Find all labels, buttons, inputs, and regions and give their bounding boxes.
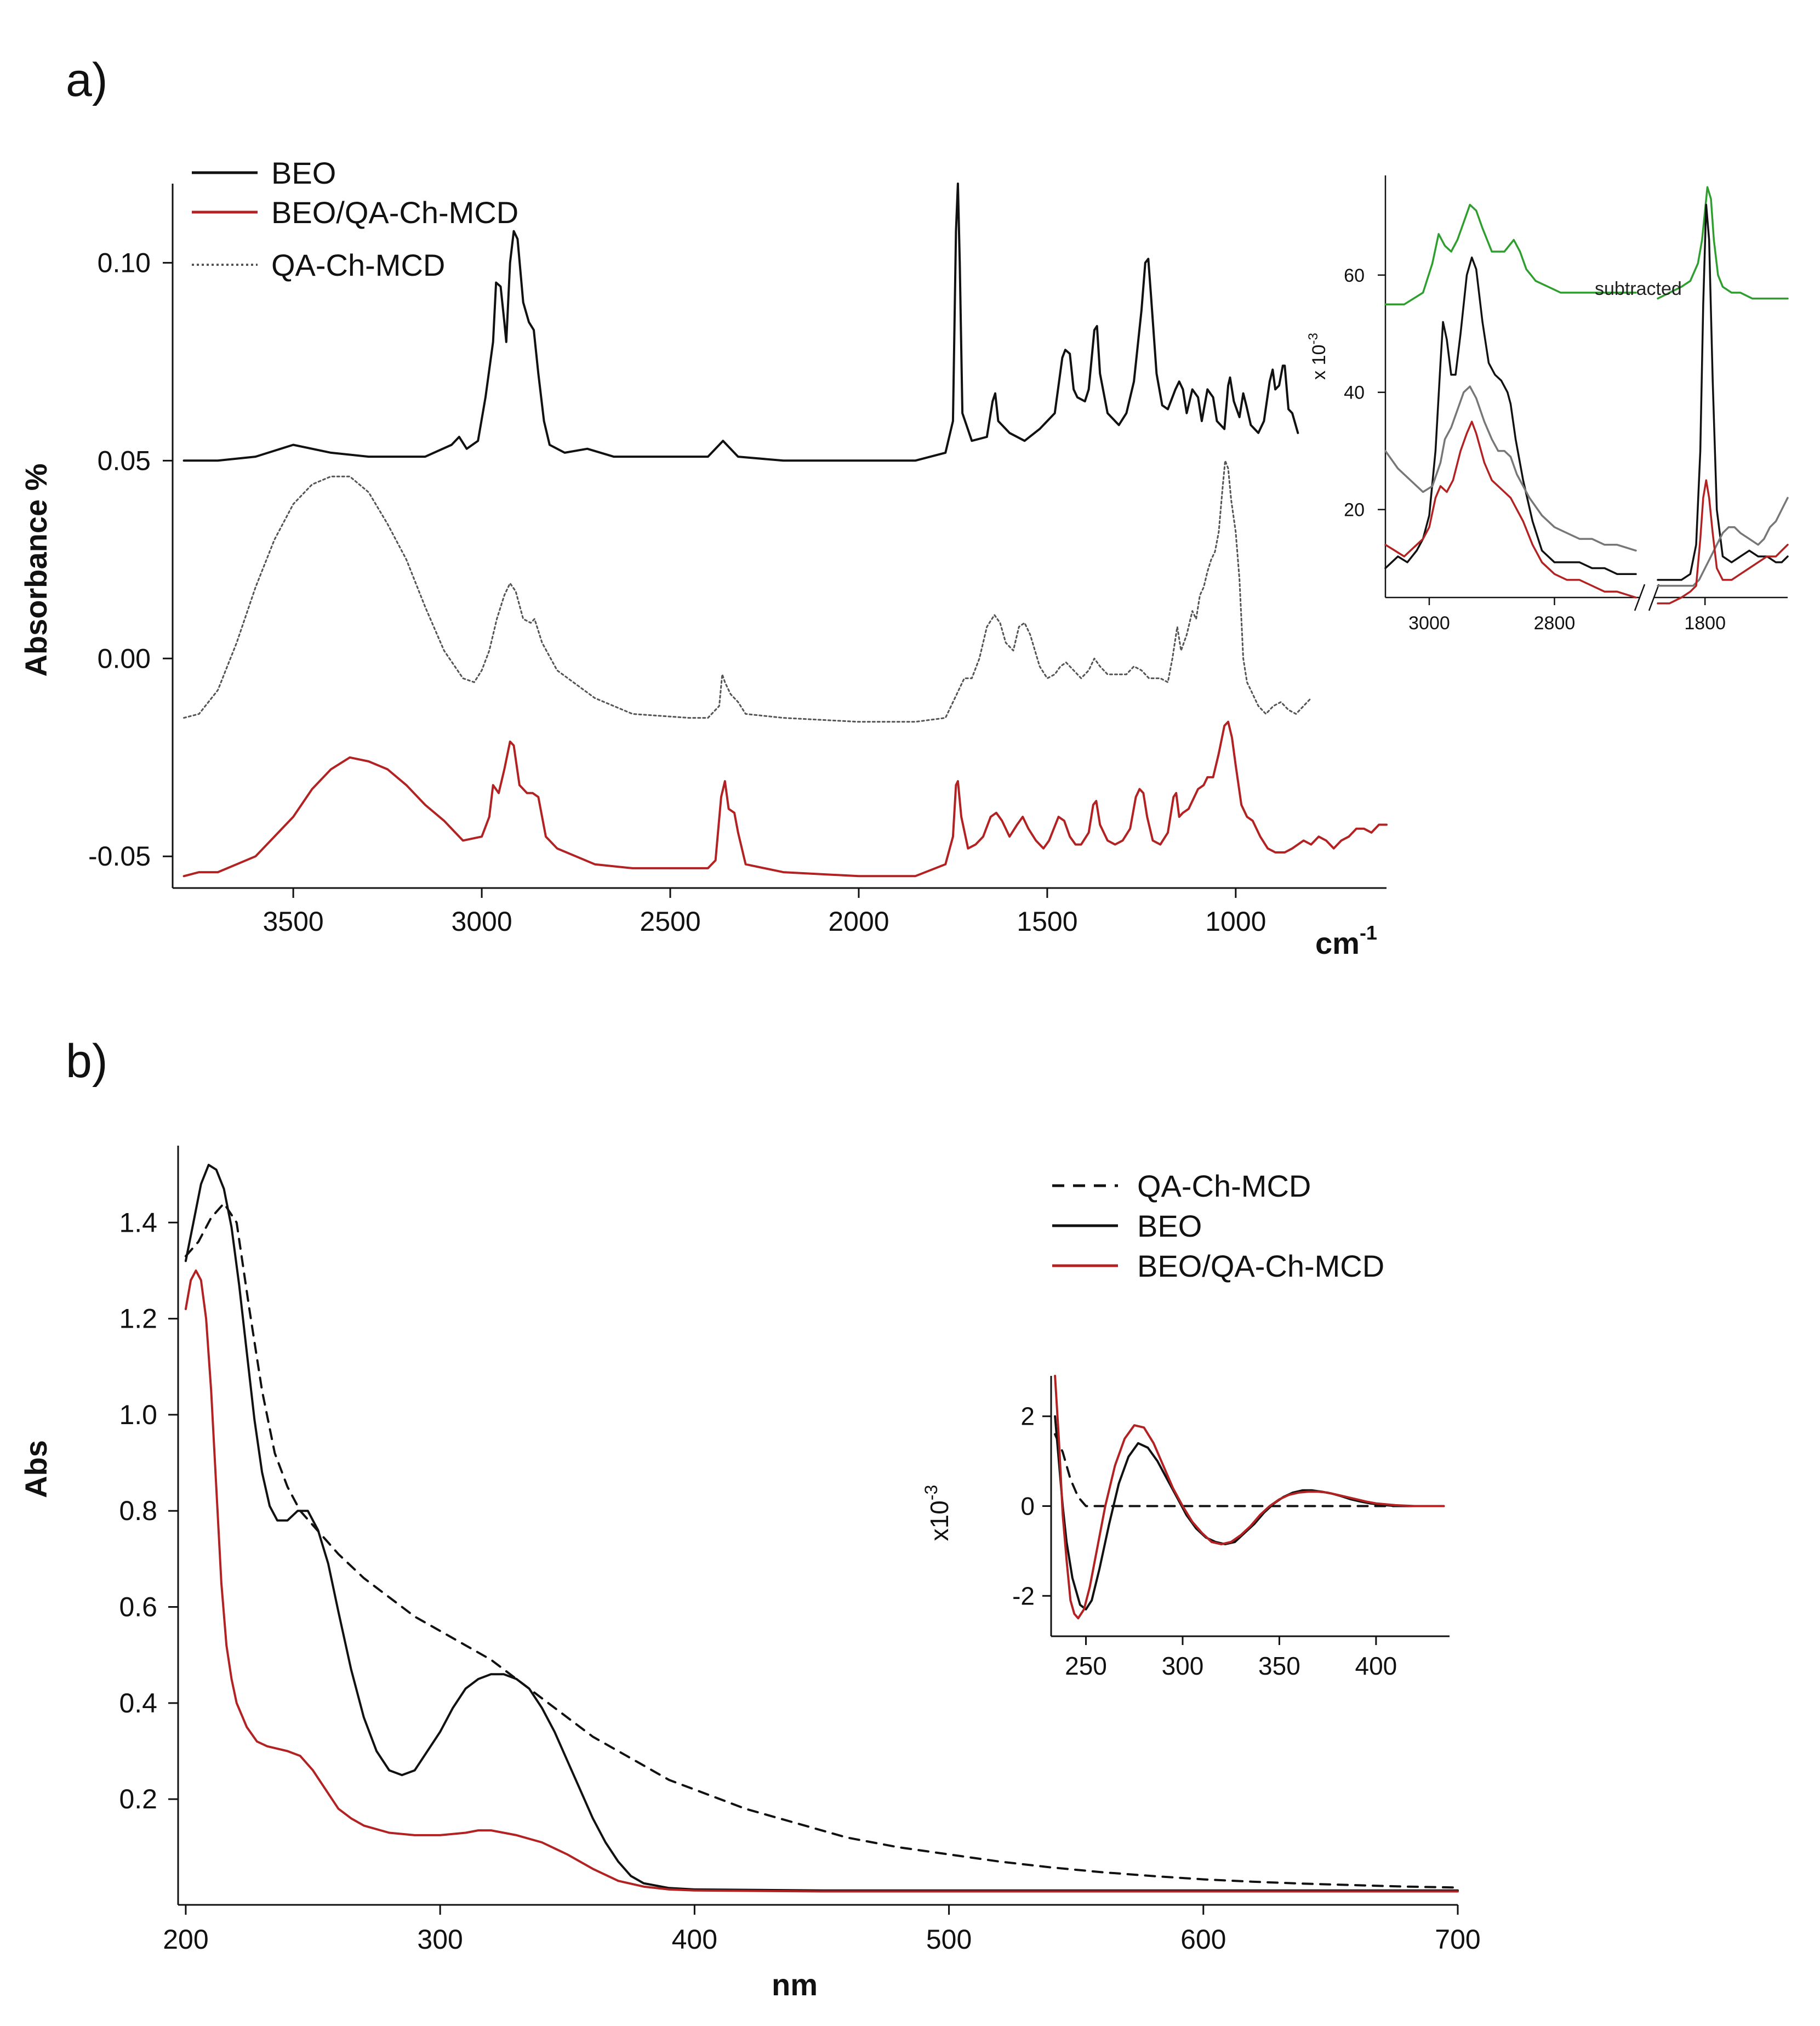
uv-main-y-tick-label: 1.4 — [119, 1207, 157, 1238]
uv-main-y-tick-label: 1.0 — [119, 1399, 157, 1430]
uv-main-chart: 200 300 400 500 600 7000.20.40.60.81.01.21.4 … — [19, 1146, 1481, 2002]
series-beo — [184, 1164, 1459, 1892]
uv-main-y-axis-title: Abs — [19, 1440, 53, 1498]
ftir-main-series — [182, 183, 1388, 878]
uv-inset-ticks: 250 300 350 400 -2 0 2 — [1012, 1402, 1397, 1680]
inset-trace-1 — [1054, 1433, 1445, 1507]
inset-trace-2 — [1384, 256, 1637, 575]
ftir-inset-y-tick-label: 60 — [1344, 265, 1365, 286]
ftir-main-ticks: 3500 3000 2500 2000 1500 1000 0.10 0.05 0.00 -0.0… — [88, 247, 1266, 937]
series-beo — [182, 183, 1299, 462]
ftir-inset-series — [1384, 186, 1789, 605]
ftir-inset-x-tick-label: 1800 — [1684, 613, 1726, 634]
ftir-inset-x-tick-label: 3000 — [1408, 613, 1450, 634]
uv-main-y-tick-label: 0.6 — [119, 1592, 157, 1623]
inset-trace-1 — [1657, 186, 1789, 300]
uv-inset-y-tick-label: -2 — [1012, 1581, 1035, 1610]
ftir-main-legend: BEO BEO/QA-Ch-MCD QA-Ch-MCD — [192, 156, 518, 282]
ftir-inset-axis-break-mark — [1648, 584, 1660, 611]
uv-inset-y-tick-label: 2 — [1020, 1402, 1035, 1431]
inset-trace-4 — [1384, 420, 1637, 599]
ftir-main-y-tick-label: -0.05 — [88, 841, 151, 872]
legend-label-beo: BEO — [1137, 1209, 1202, 1243]
ftir-main-x-tick-label: 3000 — [451, 906, 512, 937]
panel-label-b: b) — [66, 1035, 107, 1088]
ftir-inset-ticks: 20 40 60 3000 2800 1800 — [1344, 265, 1726, 634]
ftir-main-x-tick-label: 1500 — [1017, 906, 1077, 937]
uv-main-y-tick-label: 0.4 — [119, 1688, 157, 1718]
ftir-main-x-tick-label: 3500 — [263, 906, 324, 937]
uv-inset-y-tick-label: 0 — [1020, 1492, 1035, 1521]
ftir-inset-axis-break-mark — [1634, 584, 1646, 611]
uv-main-x-tick-label: 700 — [1435, 1924, 1480, 1955]
legend-label-qa-ch-mcd: QA-Ch-MCD — [1137, 1169, 1311, 1203]
uv-main-legend: QA-Ch-MCD BEO BEO/QA-Ch-MCD — [1052, 1169, 1384, 1283]
series-qa-ch-mcd — [184, 1202, 1459, 1889]
uv-main-series — [184, 1164, 1459, 1893]
uv-inset-chart: 250 300 350 400-202 x10-3 — [921, 1375, 1450, 1680]
series-beo-qa-ch-mcd — [184, 1269, 1459, 1893]
inset-trace-4 — [1657, 479, 1789, 605]
uv-main-y-tick-label: 0.8 — [119, 1495, 157, 1526]
ftir-main-x-axis-title: cm-1 — [1315, 921, 1377, 960]
ftir-main-y-tick-label: 0.00 — [98, 643, 151, 674]
uv-main-axes — [177, 1146, 1458, 1906]
uv-main-y-tick-label: 1.2 — [119, 1304, 157, 1334]
uv-main-x-axis-title: nm — [772, 1967, 818, 2002]
ftir-inset-y-tick-label: 20 — [1344, 500, 1365, 521]
ftir-main-axes — [172, 184, 1387, 889]
inset-trace-3 — [1384, 385, 1637, 552]
legend-label-beo-qa-ch-mcd: BEO/QA-Ch-MCD — [1137, 1249, 1384, 1283]
legend-label-qa-ch-mcd: QA-Ch-MCD — [271, 248, 445, 282]
uv-inset-x-tick-label: 400 — [1355, 1652, 1397, 1680]
ftir-inset-axes — [1384, 175, 1788, 611]
uv-main-y-tick-label: 0.2 — [119, 1784, 157, 1814]
uv-main-x-tick-label: 600 — [1180, 1924, 1226, 1955]
ftir-main-x-tick-label: 1000 — [1205, 906, 1266, 937]
ftir-main-chart: 3500 3000 2500 2000 1500 1000 0.10 0.05 0.00 -0.0… — [19, 156, 1388, 960]
uv-main-x-tick-label: 200 — [163, 1924, 208, 1955]
ftir-inset-annotation-subtracted: subtracted — [1595, 278, 1682, 299]
ftir-main-x-tick-label: 2000 — [828, 906, 889, 937]
uv-main-x-tick-label: 400 — [672, 1924, 717, 1955]
uv-inset-series — [1054, 1375, 1445, 1620]
ftir-inset-x-tick-label: 2800 — [1534, 613, 1576, 634]
uv-main-ticks: 200 300 400 500 600 700 0.2 0.4 0.6 0.8 1.0 1.2 1.4 — [119, 1207, 1480, 1955]
inset-trace-3 — [1054, 1375, 1445, 1620]
ftir-main-y-tick-label: 0.05 — [98, 445, 151, 476]
uv-inset-x-tick-label: 350 — [1258, 1652, 1300, 1680]
ftir-main-y-tick-label: 0.10 — [98, 247, 151, 278]
ftir-main-y-axis-title: Absorbance % — [19, 464, 53, 677]
uv-inset-x-tick-label: 250 — [1065, 1652, 1107, 1680]
legend-label-beo-qa-ch-mcd: BEO/QA-Ch-MCD — [271, 195, 518, 230]
ftir-main-x-tick-label: 2500 — [640, 906, 700, 937]
uv-inset-x-tick-label: 300 — [1162, 1652, 1204, 1680]
inset-trace-1 — [1384, 203, 1637, 306]
legend-label-beo: BEO — [271, 156, 336, 190]
inset-trace-3 — [1657, 497, 1789, 587]
uv-main-x-tick-label: 300 — [417, 1924, 463, 1955]
uv-main-x-tick-label: 500 — [926, 1924, 972, 1955]
series-beo-qa-ch-mcd — [182, 720, 1388, 878]
panel-label-a: a) — [66, 54, 107, 106]
ftir-inset-y-tick-label: 40 — [1344, 383, 1365, 403]
